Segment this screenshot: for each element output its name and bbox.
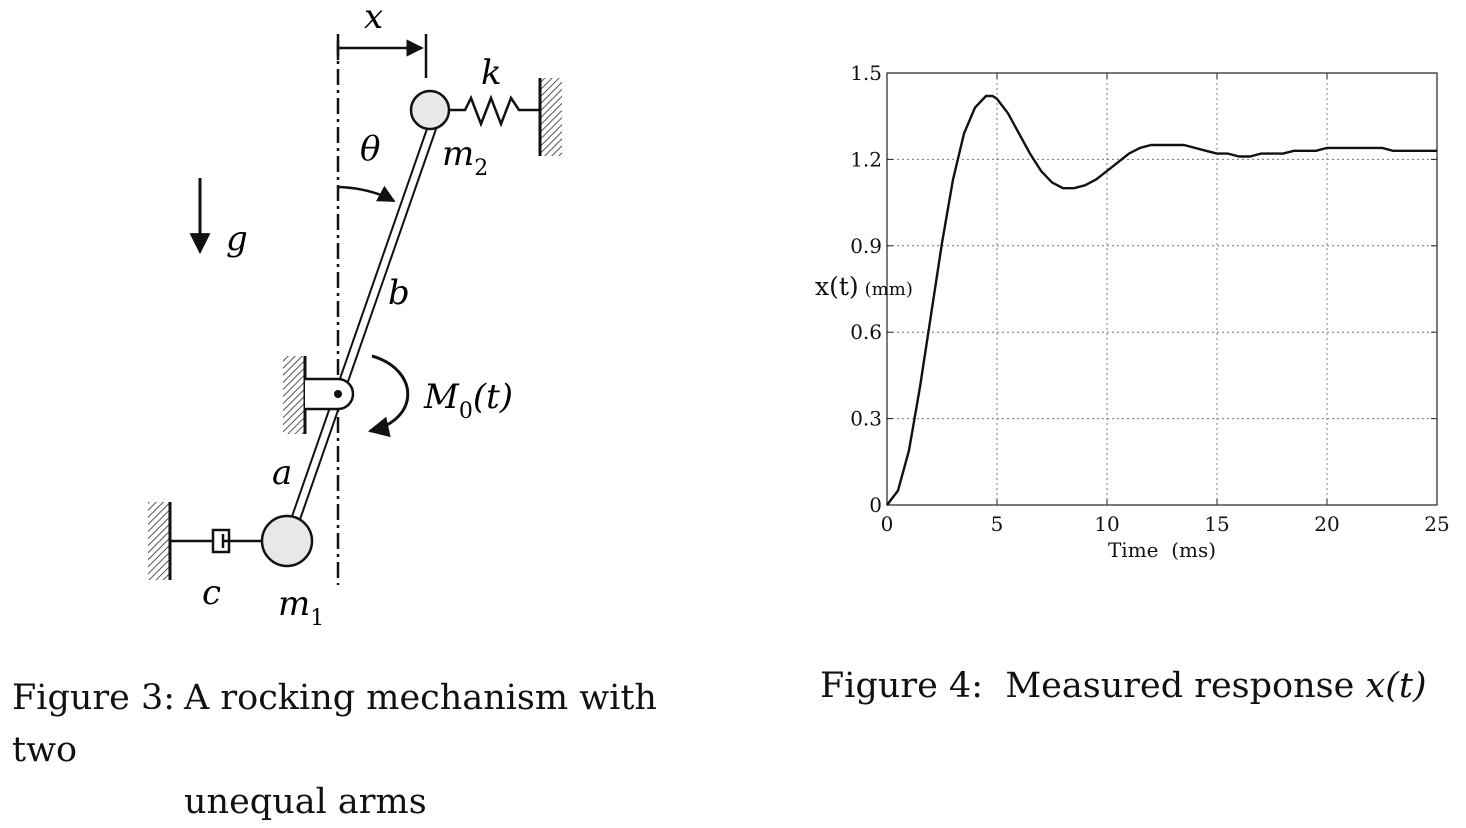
figure3-caption-line1: A rocking mechanism with two: [12, 678, 657, 770]
figure3-caption: Figure 3: A rocking mechanism with two un…: [12, 672, 732, 828]
chart-series: [886, 94, 1437, 506]
x-tick-label: 15: [1204, 512, 1229, 536]
response-line: [886, 94, 1437, 506]
x-tick-label: 5: [991, 512, 1004, 536]
y-tick-label: 0.9: [850, 234, 882, 258]
c-label: c: [202, 573, 221, 613]
theta-label: θ: [360, 129, 380, 169]
moment-arrow: [367, 354, 410, 438]
right-wall-hatch: [540, 78, 562, 156]
chart-tick-labels: 0 5 10 15 20 25 0 0.3 0.6 0.9 1.2 1.5: [850, 61, 1450, 536]
figure4-caption: Figure 4: Measured response x(t): [820, 660, 1427, 712]
figure3-caption-line2: unequal arms: [184, 782, 427, 822]
a-label: a: [272, 453, 292, 493]
m2-label: m2: [442, 134, 488, 181]
plot-frame: [886, 72, 1438, 506]
response-chart: 0 5 10 15 20 25 0 0.3 0.6 0.9 1.2 1.5 x(t) (mm) Time…: [815, 61, 1450, 562]
b-label: b: [388, 273, 410, 313]
k-label: k: [481, 53, 502, 93]
figure3-caption-number: Figure 3:: [12, 678, 176, 718]
x-dimension: [336, 34, 428, 78]
figure4-caption-number: Figure 4:: [820, 666, 984, 706]
x-tick-label: 20: [1314, 512, 1339, 536]
theta-arc: [337, 185, 396, 203]
figure4-caption-math: x(t): [1365, 666, 1427, 706]
pivot-pin: [334, 390, 342, 398]
pivot-wall-hatch: [283, 356, 305, 434]
x-tick-label: 10: [1094, 512, 1119, 536]
y-axis-label: x(t) (mm): [815, 272, 913, 301]
x-label: x: [364, 0, 383, 37]
x-axis-label: Time (ms): [1108, 538, 1216, 562]
chart-grid: [887, 73, 1437, 505]
bottom-wall-hatch: [148, 502, 170, 580]
damper: [170, 528, 262, 554]
y-tick-label: 0.3: [850, 407, 882, 431]
y-tick-label: 1.2: [850, 147, 882, 171]
M0-label: M0(t): [423, 377, 513, 424]
pivot-support: [305, 377, 355, 411]
x-tick-label: 25: [1424, 512, 1449, 536]
mass-m2: [409, 89, 451, 131]
m1-label: m1: [278, 584, 324, 631]
rod: [288, 125, 437, 529]
figure3-diagram: x k m2 θ g b M0(t) a c m1: [148, 0, 562, 631]
y-tick-label: 0.6: [850, 320, 882, 344]
chart-axes: [886, 72, 1438, 506]
y-tick-label: 0: [869, 493, 882, 517]
x-tick-label: 0: [881, 512, 894, 536]
spring: [449, 94, 540, 128]
g-label: g: [226, 219, 248, 259]
y-tick-label: 1.5: [850, 61, 882, 85]
mass-m1: [260, 514, 314, 568]
figure4-caption-text: Measured response: [1005, 666, 1355, 706]
